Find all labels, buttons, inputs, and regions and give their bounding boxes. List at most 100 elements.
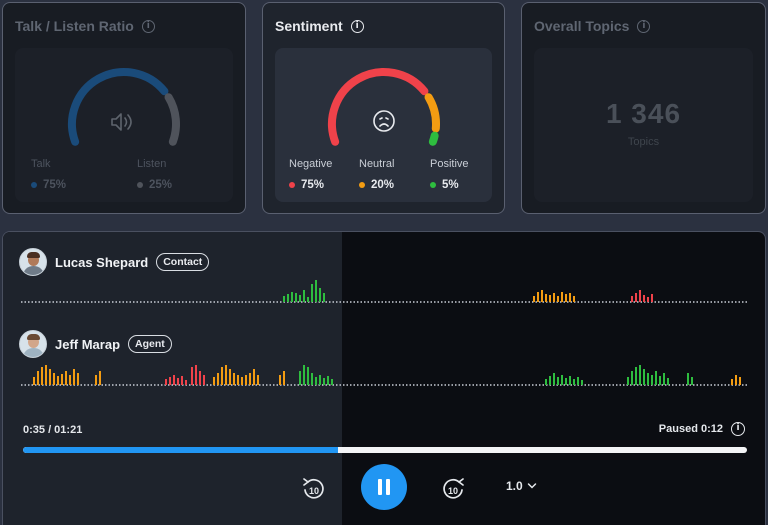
positive-legend: Positive 5% [430, 158, 469, 191]
speaker-name: Lucas Shepard [55, 254, 149, 270]
waveform-bar [169, 377, 171, 385]
paused-status: Paused 0:12 i [659, 422, 745, 436]
waveform-bar [95, 375, 97, 385]
waveform-bar [691, 377, 693, 385]
talk-listen-panel: Talk 75% Listen 25% [15, 48, 233, 202]
waveform-bar [565, 294, 567, 302]
waveform-bar [735, 375, 737, 385]
waveform-bar [739, 377, 741, 385]
speaker-icon [111, 113, 132, 131]
info-icon[interactable]: i [637, 19, 651, 33]
waveform-bar [323, 378, 325, 385]
waveform-bar [327, 376, 329, 385]
waveform-bar [229, 369, 231, 385]
sentiment-panel: Negative 75% Neutral 20% Positive 5% [275, 48, 492, 202]
chevron-down-icon [527, 483, 536, 489]
waveform-bar [299, 371, 301, 385]
waveform-bar [537, 292, 539, 302]
waveform-bar [217, 373, 219, 385]
waveform-bar [635, 367, 637, 385]
listen-value: 25% [137, 179, 172, 191]
rewind-icon: 10 [303, 478, 324, 499]
progress-bar[interactable] [23, 447, 747, 453]
waveform-bar [319, 375, 321, 385]
waveform-bar [249, 373, 251, 385]
speaker-row-agent: Jeff Marap Agent [19, 330, 172, 358]
waveform-bar [177, 378, 179, 385]
info-icon[interactable]: i [731, 422, 745, 436]
waveform-bar [687, 373, 689, 385]
info-icon[interactable]: i [141, 19, 155, 33]
talk-legend: Talk 75% [31, 158, 66, 191]
forward-10-button[interactable]: 10 [440, 474, 468, 502]
waveform-bar [303, 365, 305, 385]
sad-face-icon [372, 110, 395, 132]
waveform-bar [307, 367, 309, 385]
waveform-bar [631, 296, 633, 302]
waveform-bar [307, 297, 309, 302]
waveform-bar [241, 377, 243, 385]
speaker-row-contact: Lucas Shepard Contact [19, 248, 210, 276]
talk-listen-card: Talk / Listen Ratio i Talk 75% Listen 25… [2, 2, 246, 214]
topics-panel: 1 346 Topics [534, 48, 753, 202]
waveform-bar [195, 365, 197, 385]
neutral-arc [424, 93, 440, 133]
waveform-bar [557, 377, 559, 385]
waveform-bar [577, 377, 579, 385]
rewind-10-button[interactable]: 10 [299, 474, 327, 502]
waveform-bar [561, 375, 563, 385]
waveform-bar [731, 379, 733, 385]
waveform-bar [533, 296, 535, 302]
waveform-bar [283, 296, 285, 302]
waveform-bar [199, 371, 201, 385]
paused-text: Paused 0:12 [658, 423, 723, 435]
waveform-bar [165, 379, 167, 385]
waveform-bar [311, 373, 313, 385]
waveform-bar [659, 376, 661, 385]
avatar [19, 330, 47, 358]
waveform-bar [245, 375, 247, 385]
topics-card: Overall Topics i 1 346 Topics [521, 2, 766, 214]
speed-dropdown[interactable]: 1.0 [506, 479, 537, 493]
waveform-bar [557, 296, 559, 302]
waveform-bar [257, 375, 259, 385]
waveform-bar [283, 371, 285, 385]
waveform-bar [253, 369, 255, 385]
positive-label: Positive [430, 158, 469, 170]
waveform-bar [41, 367, 43, 385]
talk-listen-gauge [68, 68, 180, 146]
pause-button[interactable] [361, 464, 407, 510]
waveform-bar [61, 374, 63, 385]
listen-arc [164, 93, 180, 146]
info-icon[interactable]: i [350, 19, 364, 33]
waveform-contact[interactable] [21, 264, 749, 304]
forward-label: 10 [448, 486, 458, 496]
waveform-agent[interactable] [21, 347, 749, 387]
talk-label: Talk [31, 158, 51, 170]
waveform-bar [573, 379, 575, 385]
avatar [19, 248, 47, 276]
waveform-bar [647, 297, 649, 302]
waveform-bar [627, 377, 629, 385]
waveform-bar [315, 377, 317, 385]
progress-fill [23, 447, 339, 453]
waveform-bar [331, 379, 333, 385]
talk-arc [68, 68, 169, 146]
talk-value: 75% [31, 179, 66, 191]
waveform-bar [299, 295, 301, 302]
waveform-bar [225, 365, 227, 385]
neutral-dot [359, 182, 365, 188]
waveform-bar [663, 373, 665, 385]
talk-value-text: 75% [43, 179, 67, 191]
waveform-bar [573, 296, 575, 302]
waveform-bar [541, 290, 543, 302]
neutral-legend: Neutral 20% [359, 158, 394, 191]
waveform-bar [77, 373, 79, 385]
listen-value-text: 25% [149, 179, 173, 191]
waveform-bar [33, 377, 35, 385]
negative-value-text: 75% [301, 179, 325, 191]
waveform-bar [65, 371, 67, 385]
waveform-bar [569, 376, 571, 385]
topics-label: Topics [627, 136, 660, 148]
waveform-bar [233, 373, 235, 385]
